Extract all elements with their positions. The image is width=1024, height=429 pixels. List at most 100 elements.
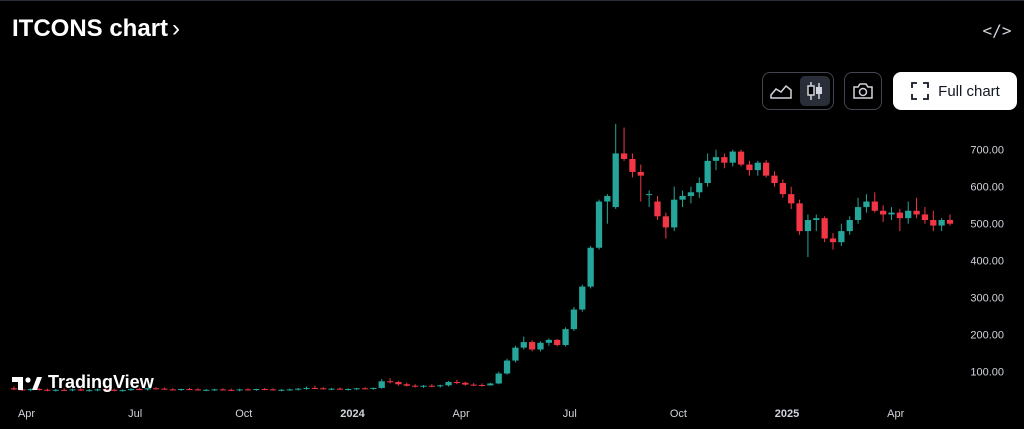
candle-body [420, 385, 427, 387]
candle-body [161, 388, 168, 390]
candle-body [35, 389, 43, 391]
candle-body [386, 381, 394, 383]
full-chart-button[interactable]: Full chart [893, 72, 1017, 110]
chart-title: ITCONS chart [12, 15, 169, 42]
candle-body [27, 389, 34, 391]
candle-body [838, 231, 845, 243]
full-chart-label: Full chart [938, 82, 1000, 100]
candle-body [44, 389, 51, 391]
candle-body [604, 195, 611, 202]
candle-body [69, 389, 76, 391]
candle-body [144, 388, 151, 390]
candle-body [111, 389, 118, 391]
candle-body [495, 373, 502, 384]
candle-body [671, 199, 678, 228]
candle-body [311, 387, 318, 389]
y-tick-label: 400.00 [970, 256, 1004, 268]
candle-body [629, 158, 636, 172]
candle-body [19, 389, 26, 391]
y-axis: 100.00 200.00 300.00 400.00 500.00 600.00 700.… [970, 145, 1004, 379]
candle-body [796, 203, 803, 232]
candle-body [186, 389, 193, 391]
candle-body [412, 385, 419, 387]
candle-body [712, 157, 720, 161]
candle-body [646, 194, 653, 196]
candle-body [779, 183, 786, 195]
snapshot-button[interactable] [844, 72, 882, 110]
candle-body [470, 384, 477, 386]
candle-body [545, 339, 552, 343]
candle-style-button[interactable] [800, 76, 830, 106]
candle-body [61, 389, 68, 391]
candle-body [554, 339, 561, 346]
candle-body [570, 309, 578, 330]
candle-body [721, 157, 728, 163]
candle-body [754, 162, 761, 171]
x-tick-label: 2024 [340, 408, 365, 420]
candle-body [595, 201, 603, 248]
candle-body [353, 388, 360, 390]
chart-title-link[interactable]: ITCONS chart › [12, 15, 180, 43]
candle-body [587, 247, 594, 287]
y-tick-label: 200.00 [970, 330, 1004, 342]
candle-body [888, 212, 895, 215]
candle-body [696, 183, 703, 193]
x-tick-label: Oct [670, 408, 687, 420]
candle-body [219, 389, 227, 391]
logo-text: TradingView [48, 372, 154, 392]
y-tick-label: 600.00 [970, 182, 1004, 194]
candle-body [345, 389, 352, 391]
candle-body [487, 383, 494, 386]
candle-body [512, 347, 519, 361]
candle-body [503, 360, 511, 374]
candle-body [403, 384, 410, 386]
candle-body [228, 389, 235, 391]
candles-layer [10, 123, 954, 392]
candle-body [880, 210, 887, 215]
x-tick-label: 2025 [775, 408, 799, 420]
candle-body [905, 210, 912, 219]
candle-body [662, 216, 669, 228]
candle-body [737, 151, 745, 165]
candle-body [871, 201, 878, 211]
top-border [0, 0, 1024, 1]
candle-body [119, 390, 126, 392]
candle-body [846, 220, 853, 232]
candle-body [520, 342, 527, 348]
candle-body [303, 387, 310, 389]
tradingview-logo[interactable]: TradingView [12, 372, 154, 393]
candle-body [938, 220, 945, 226]
candle-body [453, 382, 461, 384]
candle-body [921, 214, 929, 221]
x-tick-label: Apr [887, 408, 904, 420]
candle-body [813, 218, 820, 221]
candle-body [320, 388, 327, 390]
candle-body [854, 207, 862, 221]
candle-body [286, 389, 293, 391]
candle-body [295, 388, 302, 390]
candle-body [328, 388, 335, 390]
candlestick-icon [807, 82, 822, 100]
candle-body [829, 238, 837, 243]
candle-body [437, 385, 444, 387]
candle-body [102, 389, 110, 391]
candle-body [152, 388, 160, 390]
candle-body [194, 389, 201, 391]
candle-body [763, 162, 770, 176]
candle-body [395, 382, 402, 385]
x-tick-label: Jul [128, 408, 142, 420]
candle-body [261, 389, 268, 391]
candle-body [52, 389, 59, 391]
candle-body [746, 164, 753, 171]
candle-body [788, 194, 795, 204]
candle-body [203, 389, 210, 391]
area-style-button[interactable] [766, 76, 796, 106]
candle-body [729, 151, 736, 163]
x-axis: Apr Jul Oct 2024 Apr Jul Oct 2025 Apr [18, 408, 905, 420]
x-tick-label: Apr [453, 408, 470, 420]
embed-code-button[interactable]: </> [983, 18, 1012, 42]
candle-body [930, 220, 937, 226]
fullscreen-icon [911, 82, 930, 100]
candle-body [821, 218, 828, 239]
